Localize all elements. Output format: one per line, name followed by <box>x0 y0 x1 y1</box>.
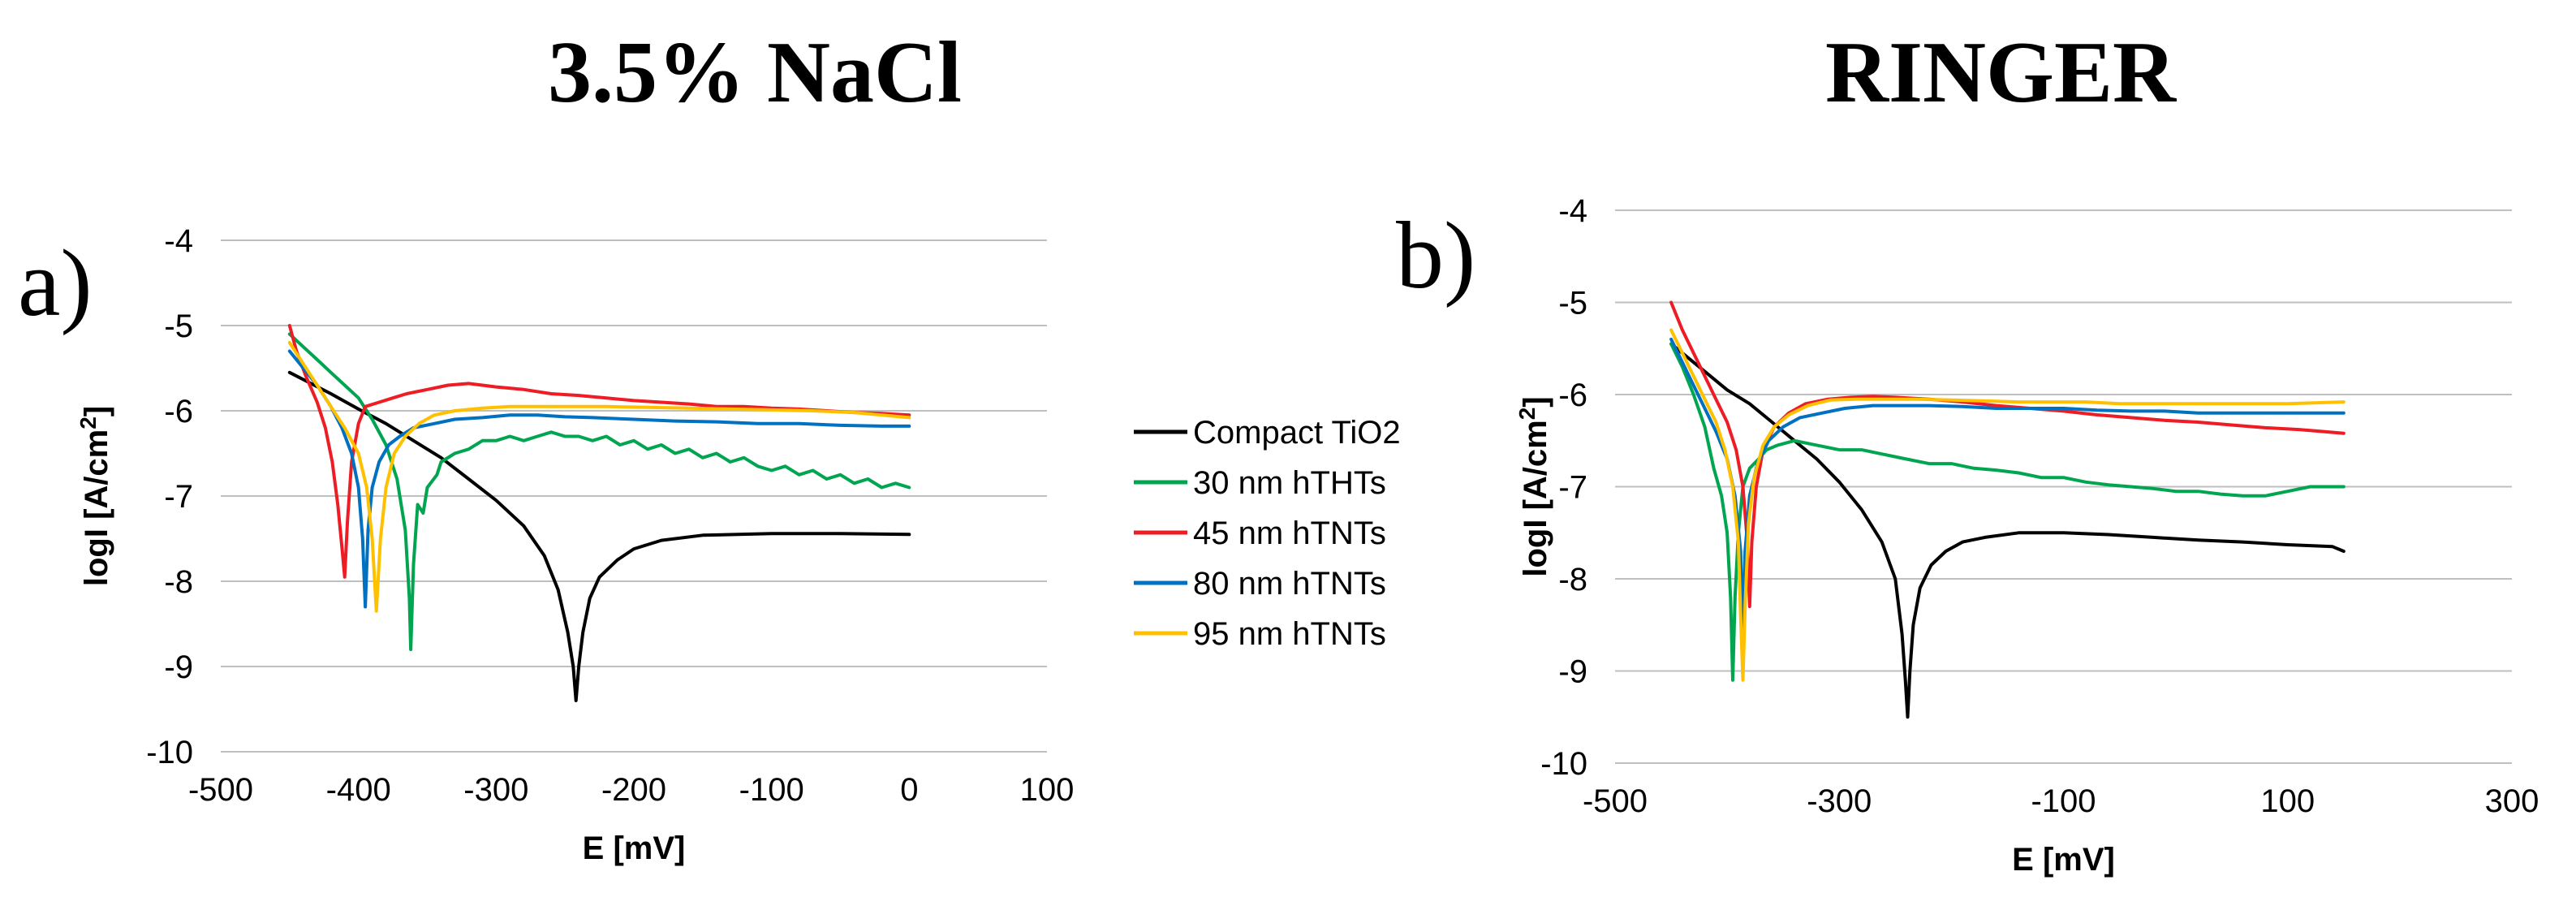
x-tick-label: -400 <box>326 772 391 808</box>
series-line-95-nm-htnts <box>287 341 911 613</box>
y-tick-label: -7 <box>164 479 193 515</box>
legend-label-30nm: 30 nm hTHTs <box>1193 465 1386 501</box>
x-tick-label: -100 <box>2031 783 2096 819</box>
legend-entry-95nm: 95 nm hTNTs <box>1134 616 1386 652</box>
x-tick-label: -100 <box>739 772 804 808</box>
series-line-95-nm-htnts <box>1669 328 2346 682</box>
y-tick-label: -4 <box>1558 193 1587 229</box>
y-axis-title: logI [A/cm2] <box>75 406 114 586</box>
legend-entry-30nm: 30 nm hTHTs <box>1134 465 1386 501</box>
legend-entry-80nm: 80 nm hTNTs <box>1134 566 1386 602</box>
series-line-45-nm-htnts <box>1669 300 2346 609</box>
panel-label-a: a) <box>18 230 93 336</box>
chart-panel-b: b) -10 -9 -8 -7 -6 -5 -4 -500 -300 -100 100 300 E [mV… <box>1396 193 2539 878</box>
x-tick-label: 100 <box>1020 772 1075 808</box>
x-axis-title: E [mV] <box>2012 842 2115 878</box>
x-axis-title: E [mV] <box>583 830 686 866</box>
legend-label-compact-tio2: Compact TiO2 <box>1193 415 1401 451</box>
legend: Compact TiO2 30 nm hTHTs 45 nm hTNTs 80 … <box>1134 415 1401 652</box>
x-tick-label: -300 <box>463 772 528 808</box>
series-line-30-nm-hthts <box>287 332 911 651</box>
right-heading: RINGER <box>1825 24 2177 121</box>
x-tick-label: 100 <box>2260 783 2315 819</box>
series-line-compact-tio2 <box>287 370 911 702</box>
y-tick-label: -8 <box>164 564 193 600</box>
left-heading: 3.5% NaCl <box>548 24 962 121</box>
series-line-80-nm-htnts <box>287 349 911 609</box>
x-tick-label: -200 <box>601 772 666 808</box>
y-tick-label: -10 <box>146 735 193 770</box>
y-tick-label: -5 <box>1558 286 1587 321</box>
y-tick-label: -5 <box>164 308 193 344</box>
legend-label-80nm: 80 nm hTNTs <box>1193 566 1386 602</box>
y-tick-label: -4 <box>164 223 193 259</box>
legend-entry-45nm: 45 nm hTNTs <box>1134 516 1386 551</box>
y-axis-title: logI [A/cm2] <box>1514 396 1553 576</box>
y-tick-label: -9 <box>164 649 193 685</box>
y-tick-label: -8 <box>1558 562 1587 598</box>
legend-label-95nm: 95 nm hTNTs <box>1193 616 1386 652</box>
x-tick-label: -300 <box>1807 783 1872 819</box>
y-tick-label: -10 <box>1540 746 1587 782</box>
y-tick-label: -6 <box>1558 378 1587 413</box>
x-tick-label: 300 <box>2485 783 2539 819</box>
panel-label-b: b) <box>1396 202 1475 308</box>
x-tick-label: -500 <box>188 772 253 808</box>
chart-panel-a: a) -10 -9 -8 -7 -6 -5 -4 -500 -400 -300 -200 -100 0 10… <box>18 223 1074 866</box>
series-line-45-nm-htnts <box>287 324 911 579</box>
y-tick-label: -6 <box>164 394 193 429</box>
legend-label-45nm: 45 nm hTNTs <box>1193 516 1386 551</box>
series-line-30-nm-hthts <box>1669 342 2346 682</box>
legend-entry-compact-tio2: Compact TiO2 <box>1134 415 1401 451</box>
series-line-compact-tio2 <box>1669 342 2346 719</box>
x-tick-label: 0 <box>900 772 918 808</box>
y-tick-label: -7 <box>1558 470 1587 506</box>
y-tick-label: -9 <box>1558 654 1587 690</box>
x-tick-label: -500 <box>1583 783 1648 819</box>
